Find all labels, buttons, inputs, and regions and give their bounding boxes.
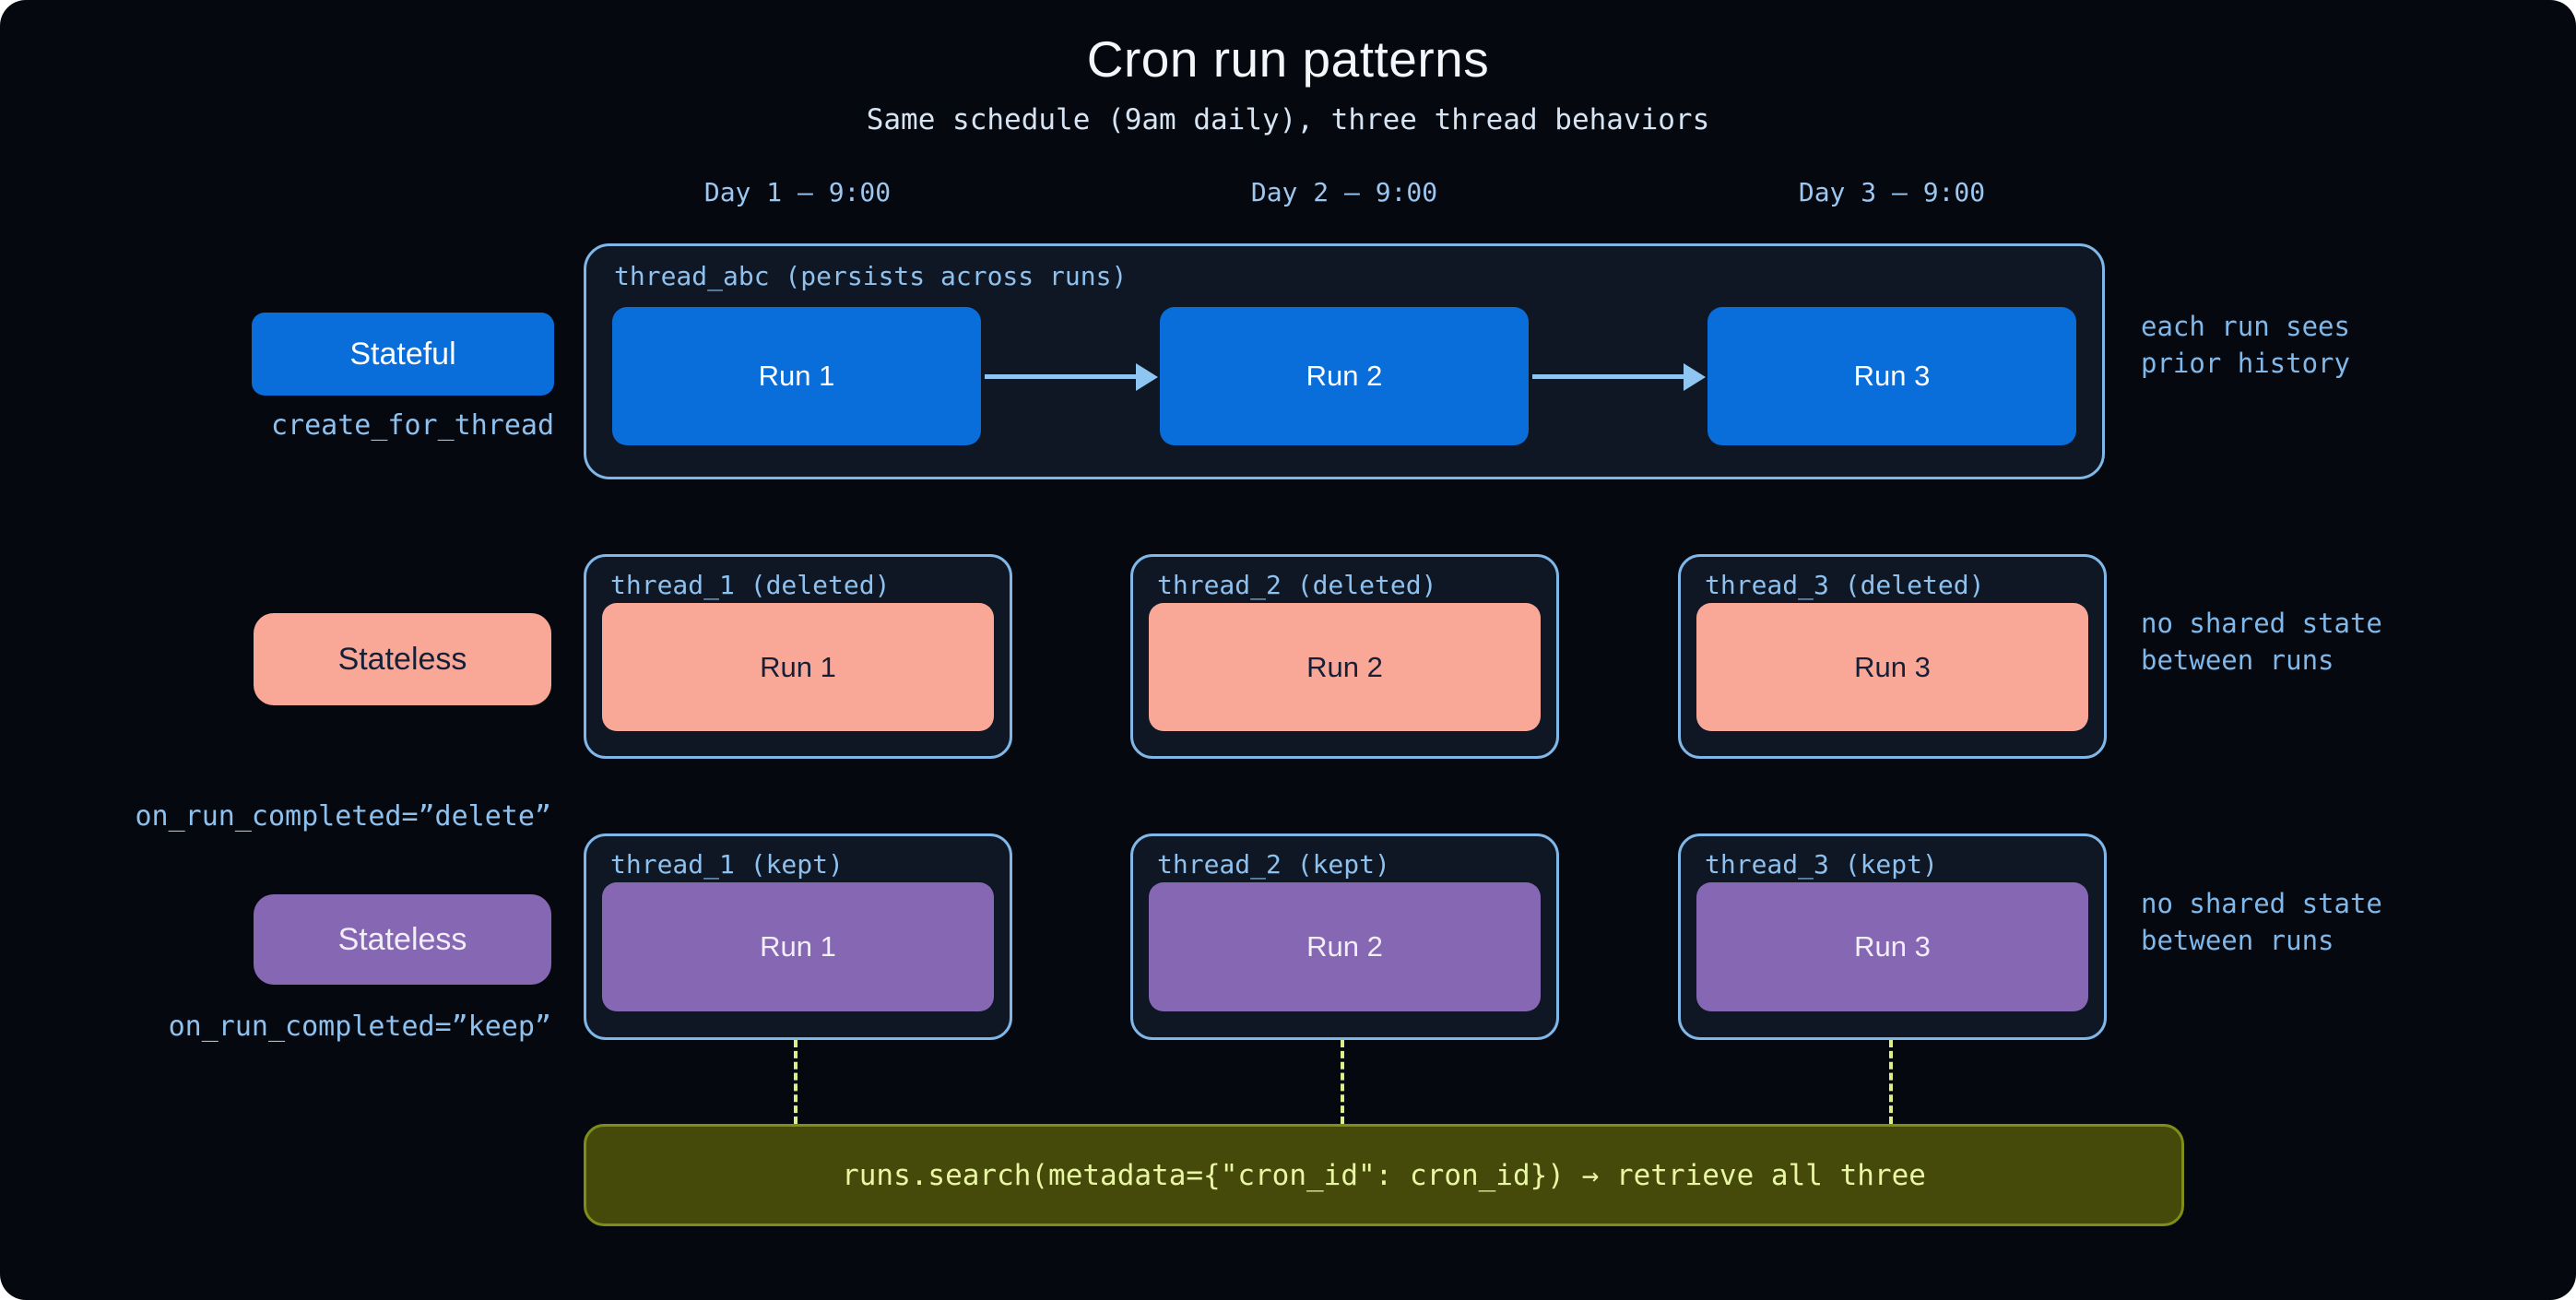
stateless-keep-badge: Stateless xyxy=(254,894,551,985)
stateless-keep-config: on_run_completed=”keep” xyxy=(168,1010,551,1043)
thread-abc-label: thread_abc (persists across runs) xyxy=(614,261,1128,291)
column-header-day1: Day 1 — 9:00 xyxy=(703,177,892,207)
connector-day2 xyxy=(1341,1040,1344,1124)
thread-2-deleted-container: thread_2 (deleted) Run 2 xyxy=(1130,554,1559,759)
page-subtitle: Same schedule (9am daily), three thread … xyxy=(866,103,1710,136)
run2-to-run3-arrow-head xyxy=(1684,363,1706,391)
stateless-keep-run-1-label: Run 1 xyxy=(760,930,836,963)
stateless-delete-annotation-line2: between runs xyxy=(2141,644,2334,676)
stateless-delete-annotation-line1: no shared state xyxy=(2141,608,2382,639)
stateless-delete-badge-label: Stateless xyxy=(337,641,467,677)
stateless-keep-annotation-line1: no shared state xyxy=(2141,888,2382,919)
thread-1-kept-container: thread_1 (kept) Run 1 xyxy=(584,833,1012,1040)
thread-3-deleted-container: thread_3 (deleted) Run 3 xyxy=(1678,554,2107,759)
thread-2-kept-container: thread_2 (kept) Run 2 xyxy=(1130,833,1559,1040)
run1-to-run2-arrow-head xyxy=(1136,363,1158,391)
stateless-keep-run-1: Run 1 xyxy=(602,882,994,1011)
page-title: Cron run patterns xyxy=(1086,30,1490,88)
stateful-badge-label: Stateful xyxy=(349,336,456,372)
thread-1-deleted-label: thread_1 (deleted) xyxy=(610,570,891,600)
stateful-badge: Stateful xyxy=(252,313,554,396)
connector-day1 xyxy=(794,1040,798,1124)
stateless-keep-run-3-label: Run 3 xyxy=(1854,930,1931,963)
stateless-keep-badge-label: Stateless xyxy=(337,921,467,957)
stateless-delete-badge: Stateless xyxy=(254,613,551,705)
stateful-annotation-line1: each run sees xyxy=(2141,311,2350,342)
thread-abc-container: thread_abc (persists across runs) Run 1 … xyxy=(584,243,2105,479)
stateful-run-1: Run 1 xyxy=(612,307,981,445)
stateless-delete-run-2: Run 2 xyxy=(1149,603,1541,731)
thread-1-kept-label: thread_1 (kept) xyxy=(610,849,844,880)
stateless-delete-run-3: Run 3 xyxy=(1696,603,2088,731)
column-header-day2: Day 2 — 9:00 xyxy=(1250,177,1438,207)
stateful-run-3-label: Run 3 xyxy=(1853,360,1931,392)
stateless-keep-run-2-label: Run 2 xyxy=(1306,930,1383,963)
stateful-run-2: Run 2 xyxy=(1160,307,1529,445)
stateless-delete-annotation: no shared state between runs xyxy=(2141,605,2382,679)
column-header-day3: Day 3 — 9:00 xyxy=(1798,177,1986,207)
stateless-keep-annotation: no shared state between runs xyxy=(2141,885,2382,959)
stateless-keep-run-3: Run 3 xyxy=(1696,882,2088,1011)
thread-3-kept-container: thread_3 (kept) Run 3 xyxy=(1678,833,2107,1040)
thread-3-deleted-label: thread_3 (deleted) xyxy=(1705,570,1985,600)
stateless-keep-run-2: Run 2 xyxy=(1149,882,1541,1011)
stateful-annotation: each run sees prior history xyxy=(2141,308,2350,382)
stateless-delete-run-1-label: Run 1 xyxy=(760,650,836,683)
thread-1-deleted-container: thread_1 (deleted) Run 1 xyxy=(584,554,1012,759)
connector-day3 xyxy=(1889,1040,1893,1124)
stateful-annotation-line2: prior history xyxy=(2141,348,2350,379)
stateless-keep-annotation-line2: between runs xyxy=(2141,925,2334,956)
stateless-delete-run-2-label: Run 2 xyxy=(1306,650,1383,683)
stateless-delete-run-3-label: Run 3 xyxy=(1854,650,1931,683)
run1-to-run2-arrow-line xyxy=(985,374,1138,379)
runs-search-bar: runs.search(metadata={"cron_id": cron_id… xyxy=(584,1124,2184,1226)
thread-2-kept-label: thread_2 (kept) xyxy=(1157,849,1390,880)
runs-search-text: runs.search(metadata={"cron_id": cron_id… xyxy=(842,1158,1926,1192)
stateless-delete-config-line1: on_run_completed=”delete” xyxy=(135,800,551,833)
run2-to-run3-arrow-line xyxy=(1532,374,1685,379)
thread-3-kept-label: thread_3 (kept) xyxy=(1705,849,1938,880)
stateful-run-3: Run 3 xyxy=(1707,307,2076,445)
thread-2-deleted-label: thread_2 (deleted) xyxy=(1157,570,1437,600)
stateful-config: create_for_thread xyxy=(270,409,554,442)
stateless-delete-run-1: Run 1 xyxy=(602,603,994,731)
stateful-run-1-label: Run 1 xyxy=(758,360,835,392)
stateful-run-2-label: Run 2 xyxy=(1306,360,1383,392)
